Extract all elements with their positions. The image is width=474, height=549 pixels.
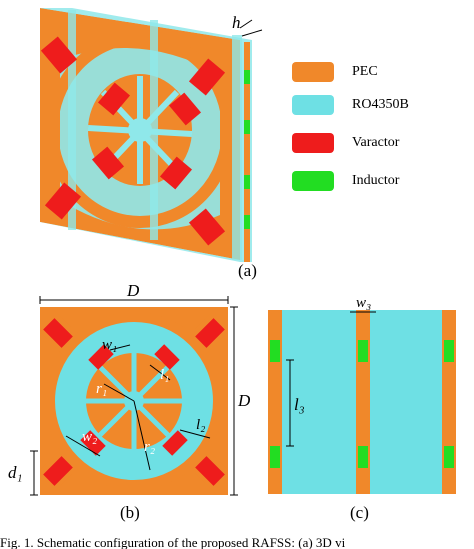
panel-c-side-view bbox=[268, 310, 456, 494]
inductors-side-view bbox=[270, 340, 454, 468]
substrate-strip bbox=[150, 20, 158, 240]
legend-swatch-ro4350b bbox=[292, 95, 334, 115]
varactors-top-view bbox=[43, 318, 225, 486]
dimension-label-w3: w₃ bbox=[356, 295, 372, 311]
legend-swatch-varactor bbox=[292, 133, 334, 153]
dimension-label-d1: d₁ bbox=[8, 463, 23, 482]
panel-label-b: (b) bbox=[120, 503, 140, 522]
dimension-label-l2: l₂ bbox=[196, 417, 206, 433]
figure-caption: Fig. 1. Schematic configuration of the p… bbox=[0, 536, 346, 549]
dimension-label-l3: l₃ bbox=[294, 395, 305, 414]
dimension-lines-b bbox=[30, 296, 238, 496]
legend-label-varactor: Varactor bbox=[352, 135, 400, 150]
dimension-label-r2: r₂ bbox=[144, 439, 156, 455]
panel-label-a: (a) bbox=[238, 261, 257, 280]
legend-swatch-inductor bbox=[292, 171, 334, 191]
unit-cell-3d-face bbox=[40, 8, 240, 260]
panel-label-c: (c) bbox=[350, 503, 369, 522]
varactors-3d bbox=[40, 36, 226, 246]
legend-swatch-pec bbox=[292, 62, 334, 82]
substrate-strip bbox=[68, 10, 76, 230]
dimension-label-D-side: D bbox=[238, 391, 251, 410]
legend-label-ro4350b: RO4350B bbox=[352, 97, 409, 112]
dimension-label-D-top: D bbox=[127, 281, 140, 300]
dimension-label-r1: r₁ bbox=[96, 381, 108, 397]
dimension-label-w1: w₁ bbox=[102, 337, 118, 353]
dimension-h-arrow bbox=[239, 19, 263, 37]
dimension-label-l1: l₁ bbox=[160, 367, 170, 383]
legend-label-inductor: Inductor bbox=[352, 173, 400, 188]
legend-label-pec: PEC bbox=[352, 64, 378, 79]
panel-b-top-view bbox=[30, 296, 238, 496]
dimension-lines-c bbox=[286, 311, 376, 447]
dimension-label-h: h bbox=[232, 13, 241, 32]
side-strip-3d bbox=[244, 42, 250, 262]
dimension-label-w2: w₂ bbox=[82, 429, 98, 445]
substrate-strip bbox=[232, 35, 242, 260]
